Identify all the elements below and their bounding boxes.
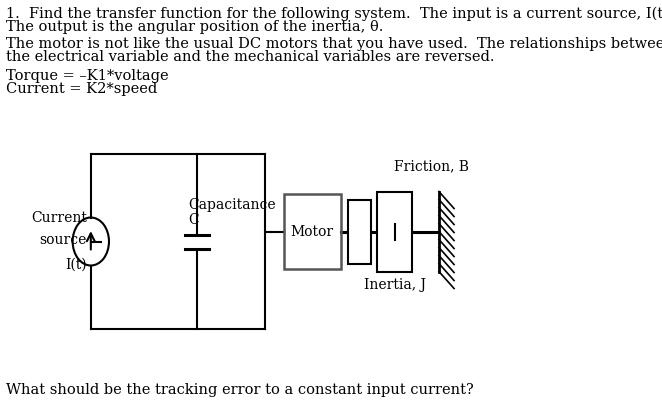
Text: Friction, B: Friction, B xyxy=(394,160,469,173)
Text: The output is the angular position of the inertia, θ.: The output is the angular position of th… xyxy=(6,20,383,34)
Text: Motor: Motor xyxy=(291,225,334,238)
Bar xyxy=(284,194,340,269)
Text: Capacitance: Capacitance xyxy=(189,198,276,213)
Text: The motor is not like the usual DC motors that you have used.  The relationships: The motor is not like the usual DC motor… xyxy=(6,37,662,51)
Bar xyxy=(348,200,371,263)
Text: I(t): I(t) xyxy=(66,258,87,272)
Text: Inertia, J: Inertia, J xyxy=(363,277,426,292)
Text: What should be the tracking error to a constant input current?: What should be the tracking error to a c… xyxy=(6,383,474,397)
Bar xyxy=(377,191,412,272)
Text: Torque = –K1*voltage: Torque = –K1*voltage xyxy=(6,69,169,83)
Text: C: C xyxy=(189,213,199,227)
Text: 1.  Find the transfer function for the following system.  The input is a current: 1. Find the transfer function for the fo… xyxy=(6,7,662,21)
Text: Current = K2*speed: Current = K2*speed xyxy=(6,82,158,96)
Text: source: source xyxy=(40,232,87,247)
Text: Current: Current xyxy=(31,211,87,225)
Text: the electrical variable and the mechanical variables are reversed.: the electrical variable and the mechanic… xyxy=(6,50,495,64)
